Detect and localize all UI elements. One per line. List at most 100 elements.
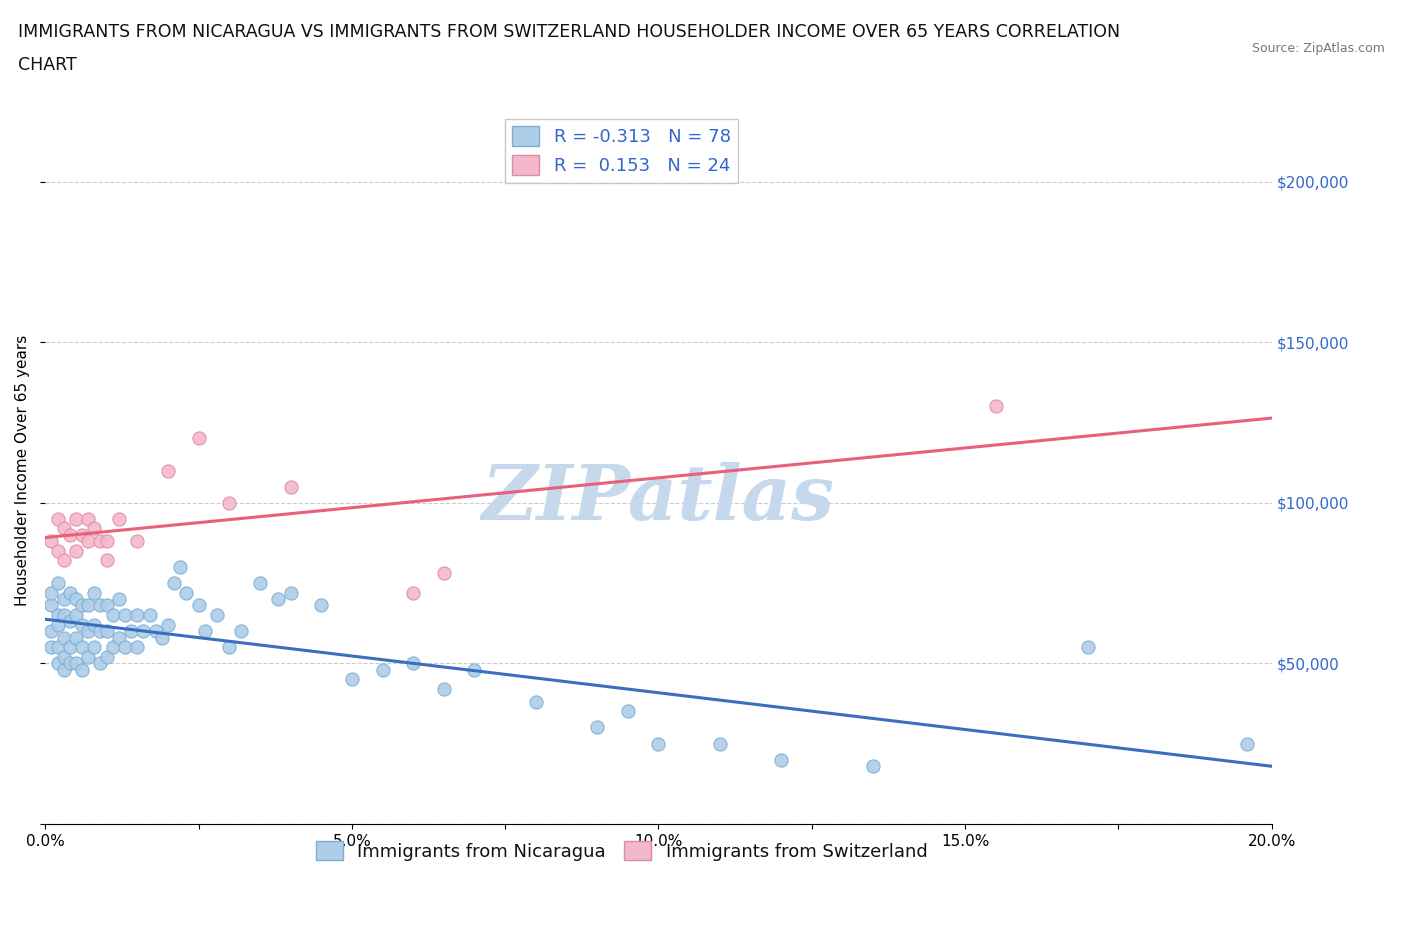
Point — [83, 618, 105, 632]
Point — [83, 585, 105, 600]
Point — [108, 631, 131, 645]
Point — [46, 576, 69, 591]
Point — [163, 576, 186, 591]
Point — [96, 598, 118, 613]
Point — [770, 752, 793, 767]
Point — [156, 463, 179, 478]
Point — [218, 496, 240, 511]
Point — [371, 662, 394, 677]
Y-axis label: Householder Income Over 65 years: Householder Income Over 65 years — [15, 335, 30, 606]
Legend: Immigrants from Nicaragua, Immigrants from Switzerland: Immigrants from Nicaragua, Immigrants fr… — [309, 834, 935, 868]
Point — [52, 662, 75, 677]
Text: Source: ZipAtlas.com: Source: ZipAtlas.com — [1251, 42, 1385, 55]
Point — [65, 607, 87, 622]
Point — [70, 662, 93, 677]
Point — [52, 607, 75, 622]
Point — [984, 399, 1007, 414]
Point — [83, 640, 105, 655]
Point — [340, 671, 363, 686]
Point — [231, 624, 253, 639]
Point — [647, 736, 669, 751]
Point — [218, 640, 240, 655]
Point — [89, 534, 111, 549]
Point — [96, 624, 118, 639]
Point — [524, 695, 547, 710]
Point — [77, 534, 100, 549]
Point — [46, 512, 69, 526]
Point — [77, 512, 100, 526]
Point — [65, 631, 87, 645]
Point — [108, 591, 131, 606]
Point — [433, 565, 456, 580]
Point — [132, 624, 155, 639]
Point — [1077, 640, 1099, 655]
Point — [862, 759, 884, 774]
Point — [96, 553, 118, 568]
Point — [108, 512, 131, 526]
Point — [65, 591, 87, 606]
Point — [65, 543, 87, 558]
Point — [309, 598, 332, 613]
Point — [46, 640, 69, 655]
Point — [402, 585, 425, 600]
Point — [59, 640, 82, 655]
Point — [52, 591, 75, 606]
Point — [114, 607, 136, 622]
Point — [59, 585, 82, 600]
Point — [127, 534, 149, 549]
Point — [46, 618, 69, 632]
Point — [267, 591, 290, 606]
Point — [70, 598, 93, 613]
Point — [59, 614, 82, 629]
Point — [205, 607, 228, 622]
Point — [52, 631, 75, 645]
Point — [83, 521, 105, 536]
Point — [41, 640, 63, 655]
Point — [89, 598, 111, 613]
Point — [89, 624, 111, 639]
Point — [41, 598, 63, 613]
Point — [249, 576, 271, 591]
Point — [176, 585, 198, 600]
Point — [41, 624, 63, 639]
Point — [52, 553, 75, 568]
Point — [145, 624, 167, 639]
Point — [77, 624, 100, 639]
Point — [138, 607, 160, 622]
Point — [65, 512, 87, 526]
Point — [433, 682, 456, 697]
Point — [65, 656, 87, 671]
Point — [46, 656, 69, 671]
Point — [46, 607, 69, 622]
Point — [280, 479, 302, 494]
Point — [616, 704, 638, 719]
Point — [101, 607, 124, 622]
Point — [41, 534, 63, 549]
Point — [127, 607, 149, 622]
Point — [402, 656, 425, 671]
Point — [96, 534, 118, 549]
Point — [59, 656, 82, 671]
Point — [463, 662, 485, 677]
Point — [41, 585, 63, 600]
Point — [70, 618, 93, 632]
Point — [280, 585, 302, 600]
Point — [586, 720, 609, 735]
Text: CHART: CHART — [18, 56, 77, 73]
Point — [101, 640, 124, 655]
Point — [187, 598, 209, 613]
Point — [194, 624, 217, 639]
Point — [187, 431, 209, 445]
Point — [1236, 736, 1258, 751]
Point — [70, 527, 93, 542]
Point — [77, 649, 100, 664]
Point — [52, 521, 75, 536]
Point — [709, 736, 731, 751]
Text: IMMIGRANTS FROM NICARAGUA VS IMMIGRANTS FROM SWITZERLAND HOUSEHOLDER INCOME OVER: IMMIGRANTS FROM NICARAGUA VS IMMIGRANTS … — [18, 23, 1121, 41]
Point — [59, 527, 82, 542]
Point — [52, 649, 75, 664]
Point — [77, 598, 100, 613]
Text: ZIPatlas: ZIPatlas — [482, 462, 835, 536]
Point — [89, 656, 111, 671]
Point — [150, 631, 173, 645]
